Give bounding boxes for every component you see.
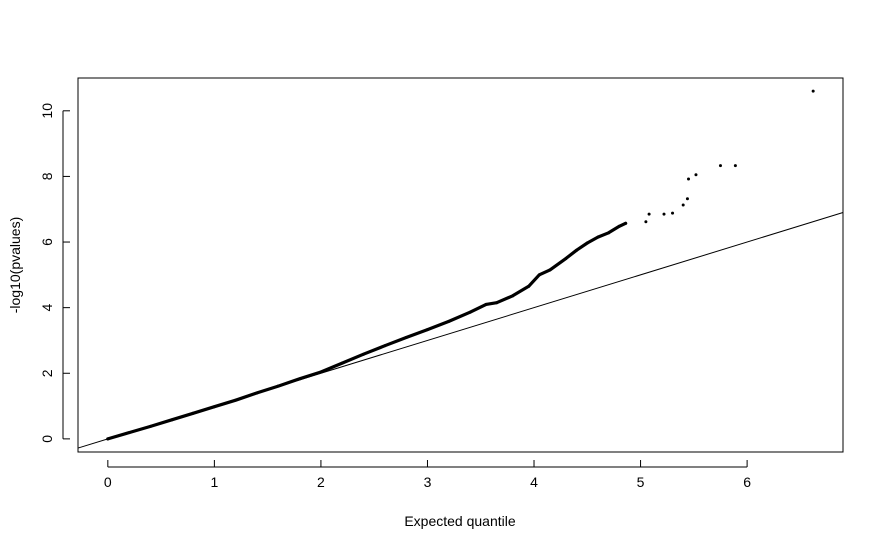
data-point xyxy=(585,241,589,245)
data-point xyxy=(681,203,685,207)
data-point xyxy=(362,352,366,356)
data-point xyxy=(811,89,815,93)
data-point xyxy=(170,418,174,422)
data-point xyxy=(607,231,611,235)
data-point xyxy=(647,212,651,216)
data-point xyxy=(662,212,666,216)
data-point xyxy=(537,273,541,277)
data-point xyxy=(624,221,628,225)
data-point xyxy=(548,268,552,272)
data-point xyxy=(212,405,216,409)
data-point xyxy=(255,391,259,395)
data-point xyxy=(425,328,429,332)
data-point xyxy=(687,177,691,181)
x-tick-label: 4 xyxy=(530,474,538,490)
data-point xyxy=(191,411,195,415)
x-tick-label: 3 xyxy=(424,474,432,490)
data-point xyxy=(671,211,675,215)
x-axis: 0 1 2 3 4 5 6 xyxy=(104,460,751,490)
points-layer xyxy=(106,89,815,441)
y-axis: 0 2 4 6 8 10 xyxy=(39,103,70,443)
data-point xyxy=(733,164,737,168)
data-point xyxy=(383,344,387,348)
data-point xyxy=(596,235,600,239)
data-point xyxy=(106,437,110,441)
y-tick-label: 2 xyxy=(39,369,55,377)
data-point xyxy=(685,197,689,201)
dense-points-band xyxy=(106,221,628,441)
x-tick-label: 2 xyxy=(317,474,325,490)
data-point xyxy=(718,164,722,168)
data-point xyxy=(468,310,472,314)
data-point xyxy=(148,424,152,428)
data-point xyxy=(298,377,302,381)
data-point xyxy=(564,256,568,260)
data-point xyxy=(527,284,531,288)
x-tick-label: 5 xyxy=(637,474,645,490)
y-tick-label: 0 xyxy=(39,435,55,443)
x-tick-label: 6 xyxy=(743,474,751,490)
data-point xyxy=(575,248,579,252)
y-tick-label: 8 xyxy=(39,172,55,180)
data-point xyxy=(234,398,238,402)
y-tick-label: 6 xyxy=(39,238,55,246)
data-point xyxy=(276,384,280,388)
data-point xyxy=(319,370,323,374)
data-point xyxy=(447,319,451,323)
y-axis-label: -log10(pvalues) xyxy=(7,217,23,314)
plot-box xyxy=(77,77,844,453)
data-point xyxy=(127,431,131,435)
data-point xyxy=(340,361,344,365)
data-point xyxy=(511,294,515,298)
data-point xyxy=(495,301,499,305)
data-point xyxy=(617,224,621,228)
data-point xyxy=(404,336,408,340)
y-tick-label: 4 xyxy=(39,303,55,311)
x-axis-label: Expected quantile xyxy=(404,513,516,529)
data-point xyxy=(644,220,648,224)
x-tick-label: 0 xyxy=(104,474,112,490)
data-point xyxy=(484,302,488,306)
x-tick-label: 1 xyxy=(210,474,218,490)
data-point xyxy=(694,173,698,177)
y-tick-label: 10 xyxy=(39,103,55,119)
